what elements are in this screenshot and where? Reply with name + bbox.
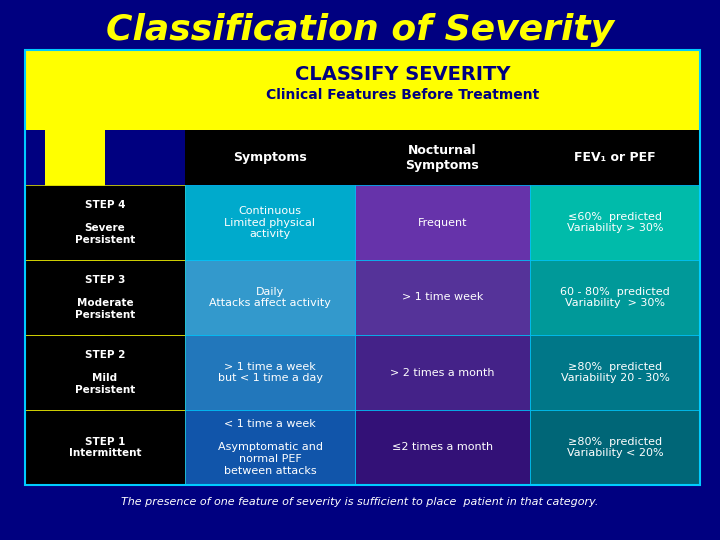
Text: CLASSIFY SEVERITY: CLASSIFY SEVERITY <box>294 65 510 84</box>
Bar <box>60 230 105 330</box>
Text: Classification of Severity: Classification of Severity <box>106 13 614 47</box>
Text: Clinical Features Before Treatment: Clinical Features Before Treatment <box>266 88 539 102</box>
Bar <box>185 130 700 185</box>
Bar <box>355 185 530 260</box>
Bar <box>355 335 530 410</box>
Text: ≤60%  predicted
Variability > 30%: ≤60% predicted Variability > 30% <box>567 212 663 233</box>
Text: > 2 times a month: > 2 times a month <box>390 368 495 377</box>
Text: Frequent: Frequent <box>418 218 467 227</box>
Text: Daily
Attacks affect activity: Daily Attacks affect activity <box>209 287 331 308</box>
Text: > 1 time a week
but < 1 time a day: > 1 time a week but < 1 time a day <box>217 362 323 383</box>
Bar <box>25 50 700 130</box>
Bar <box>25 185 185 260</box>
Bar <box>530 260 700 335</box>
Text: 60 - 80%  predicted
Variability  > 30%: 60 - 80% predicted Variability > 30% <box>560 287 670 308</box>
Bar <box>25 335 185 410</box>
Text: ≥80%  predicted
Variability < 20%: ≥80% predicted Variability < 20% <box>567 437 663 458</box>
Text: Continuous
Limited physical
activity: Continuous Limited physical activity <box>225 206 315 239</box>
Text: ≥80%  predicted
Variability 20 - 30%: ≥80% predicted Variability 20 - 30% <box>561 362 670 383</box>
Bar <box>185 335 355 410</box>
Text: STEP 2

Mild
Persistent: STEP 2 Mild Persistent <box>75 350 135 395</box>
Bar <box>355 410 530 485</box>
Bar <box>530 185 700 260</box>
Bar <box>185 260 355 335</box>
Text: FEV₁ or PEF: FEV₁ or PEF <box>574 151 656 164</box>
Text: STEP 1
Intermittent: STEP 1 Intermittent <box>68 437 141 458</box>
Text: > 1 time week: > 1 time week <box>402 293 483 302</box>
Text: STEP 3

Moderate
Persistent: STEP 3 Moderate Persistent <box>75 275 135 320</box>
Bar <box>185 185 355 260</box>
Bar <box>355 260 530 335</box>
Bar <box>25 410 185 485</box>
Bar <box>25 260 185 335</box>
Bar <box>530 335 700 410</box>
Text: The presence of one feature of severity is sufficient to place  patient in that : The presence of one feature of severity … <box>121 497 599 507</box>
Text: Nocturnal
Symptoms: Nocturnal Symptoms <box>405 144 480 172</box>
Text: Symptoms: Symptoms <box>233 151 307 164</box>
Bar <box>185 410 355 485</box>
Text: STEP 4

Severe
Persistent: STEP 4 Severe Persistent <box>75 200 135 245</box>
Bar <box>25 50 700 485</box>
Text: ≤2 times a month: ≤2 times a month <box>392 442 493 453</box>
FancyBboxPatch shape <box>105 50 700 130</box>
Text: < 1 time a week

Asymptomatic and
normal PEF
between attacks: < 1 time a week Asymptomatic and normal … <box>217 419 323 476</box>
Bar <box>75 330 105 430</box>
Bar <box>530 410 700 485</box>
Bar <box>25 50 105 130</box>
Bar <box>45 130 105 230</box>
